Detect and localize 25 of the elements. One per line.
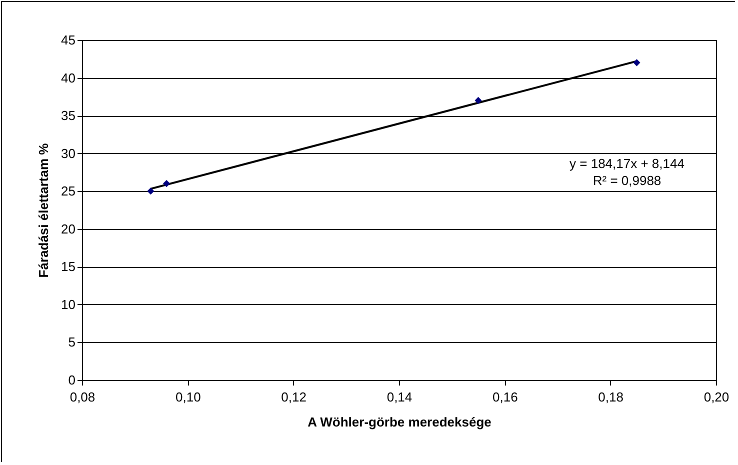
- y-tick-label: 0: [68, 372, 76, 388]
- point: [633, 59, 640, 66]
- y-tick-label: 35: [61, 108, 76, 124]
- x-tick-label: 0,18: [598, 390, 624, 404]
- x-tick-label: 0,16: [492, 390, 518, 404]
- annotation: y = 184,17x + 8,144: [570, 156, 684, 171]
- y-tick-label: 25: [61, 184, 76, 199]
- point: [162, 180, 170, 188]
- x-tick-label: 0,08: [70, 390, 96, 404]
- y-tick-label: 10: [61, 296, 76, 312]
- y-axis-title: Fáradási élettartam %: [36, 142, 52, 278]
- y-tick-label: 5: [68, 334, 76, 350]
- point: [147, 188, 154, 195]
- annotation: R² = 0,9988: [592, 173, 662, 188]
- x-tick-label: 0,10: [176, 390, 201, 404]
- y-tick-label: 45: [61, 32, 76, 48]
- y-tick-label: 30: [61, 146, 76, 161]
- y-tick-label: 15: [61, 259, 76, 274]
- x-tick-label: 0,20: [704, 390, 730, 404]
- y-tick-label: 20: [61, 221, 76, 236]
- x-tick-label: 0,14: [386, 390, 412, 404]
- x-axis-title: A Wöhler-görbe meredeksége: [308, 414, 492, 430]
- x-tick-label: 0,12: [281, 390, 306, 404]
- point: [474, 96, 482, 104]
- y-tick-label: 40: [61, 70, 76, 86]
